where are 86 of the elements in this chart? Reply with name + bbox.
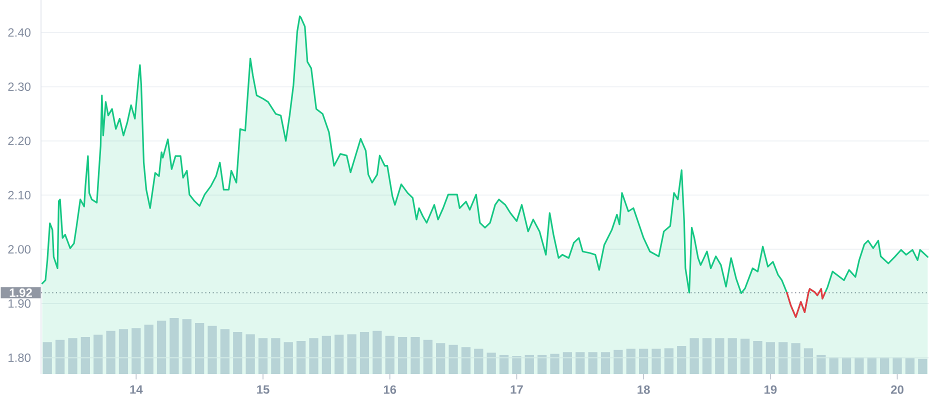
bar xyxy=(778,342,788,374)
bar xyxy=(118,329,128,374)
bar xyxy=(347,334,356,374)
x-tick-label: 20 xyxy=(891,385,904,394)
bar xyxy=(753,340,762,374)
bar xyxy=(296,340,306,374)
bar xyxy=(170,318,179,374)
bar xyxy=(80,337,90,374)
bar xyxy=(322,336,331,374)
bar xyxy=(652,348,661,374)
bar xyxy=(195,323,204,374)
bar xyxy=(499,354,509,374)
bar xyxy=(639,348,648,374)
y-tick-label: 2.00 xyxy=(8,245,31,254)
bar xyxy=(258,338,268,374)
bar xyxy=(436,343,446,374)
bar xyxy=(816,354,826,374)
bar xyxy=(918,358,928,374)
bar xyxy=(614,350,623,374)
x-tick-label: 16 xyxy=(384,385,396,394)
line-series xyxy=(786,288,826,318)
x-tick-label: 19 xyxy=(764,385,777,394)
bar xyxy=(42,342,52,374)
bar xyxy=(829,357,838,374)
bar xyxy=(474,348,484,374)
bar xyxy=(410,337,420,374)
bar xyxy=(550,354,560,374)
bar xyxy=(398,337,408,374)
bar xyxy=(448,344,458,374)
bar xyxy=(905,358,915,374)
ref-line-label: 1.92 xyxy=(10,288,32,297)
bar xyxy=(156,320,166,374)
bar xyxy=(600,352,610,374)
bar xyxy=(68,338,78,374)
bar xyxy=(842,357,852,374)
bar xyxy=(334,334,344,374)
bar xyxy=(677,346,686,374)
bar xyxy=(360,332,370,374)
bar xyxy=(524,354,534,374)
bar xyxy=(372,330,382,374)
bar xyxy=(562,352,572,374)
bar xyxy=(208,326,217,374)
bar xyxy=(702,338,712,374)
x-tick-label: 18 xyxy=(638,385,650,394)
bar xyxy=(728,338,737,374)
bar xyxy=(233,332,242,374)
bar xyxy=(766,342,775,374)
y-tick-label: 1.80 xyxy=(8,353,31,362)
bar xyxy=(423,340,432,374)
bar xyxy=(588,352,598,374)
y-tick-label: 2.30 xyxy=(8,82,31,91)
bar xyxy=(309,338,318,374)
x-tick-label: 15 xyxy=(257,385,270,394)
x-tick-label: 14 xyxy=(130,385,143,394)
bar xyxy=(271,338,280,374)
bar xyxy=(246,334,255,374)
y-tick-label: 2.40 xyxy=(8,28,31,37)
bar xyxy=(854,357,864,374)
bar xyxy=(626,348,636,374)
bar xyxy=(892,357,902,374)
x-tick-label: 17 xyxy=(510,385,523,394)
y-tick-label: 1.90 xyxy=(8,299,31,308)
bar xyxy=(867,357,876,374)
y-tick-label: 2.10 xyxy=(8,190,31,200)
bar xyxy=(538,354,547,374)
bar xyxy=(664,348,674,374)
bar xyxy=(106,330,116,374)
bar xyxy=(486,352,496,374)
bar xyxy=(144,324,154,374)
bar xyxy=(284,342,293,374)
bar xyxy=(385,336,394,374)
bar xyxy=(791,343,800,374)
bar xyxy=(461,347,471,374)
bar xyxy=(804,348,814,374)
bar xyxy=(132,328,141,374)
bar xyxy=(576,352,585,374)
bar xyxy=(512,356,522,374)
bar xyxy=(880,357,890,374)
bar xyxy=(220,329,230,374)
bar xyxy=(182,319,192,374)
bar xyxy=(94,334,103,374)
bar xyxy=(55,340,65,374)
bar xyxy=(690,338,699,374)
bar xyxy=(740,338,750,374)
y-tick-label: 2.20 xyxy=(8,136,31,146)
bar xyxy=(715,338,724,374)
